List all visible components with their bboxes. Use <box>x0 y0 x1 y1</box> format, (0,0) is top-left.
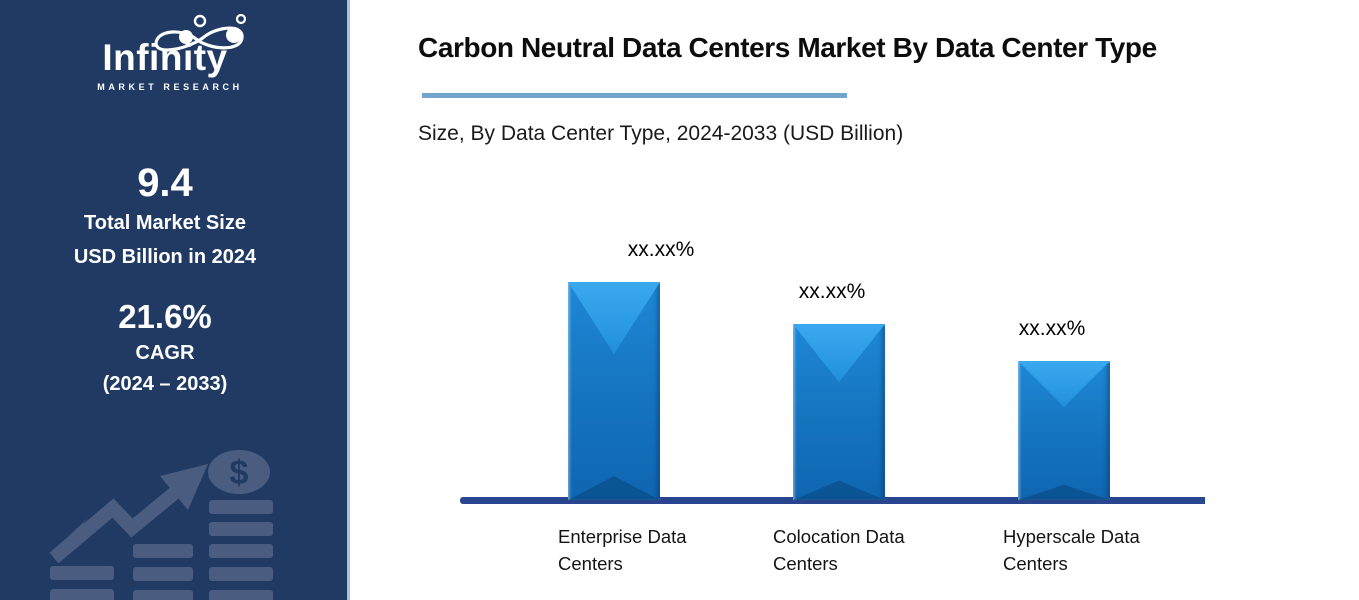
bar-hyperscale-data-centers <box>1018 361 1110 500</box>
cagr-label: CAGR <box>135 342 195 364</box>
category-label: Enterprise Data Centers <box>558 526 687 574</box>
logo: Infinity MARKET RESEARCH <box>0 12 330 92</box>
x-axis-baseline <box>460 497 1205 504</box>
chart-subtitle: Size, By Data Center Type, 2024-2033 (US… <box>418 122 904 145</box>
title-underline <box>422 93 847 98</box>
growth-graphic: $ <box>49 450 273 600</box>
dollar-coin-icon: $ <box>208 450 270 494</box>
category-label: Colocation Data Centers <box>773 526 905 574</box>
bar-enterprise-data-centers <box>568 282 660 500</box>
cagr-period: (2024 – 2033) <box>102 373 228 395</box>
sidebar: Infinity MARKET RESEARCH 9.4 Total Marke… <box>0 0 347 600</box>
market-size-label-line1: Total Market Size <box>84 212 246 234</box>
svg-text:$: $ <box>230 454 249 492</box>
coin-stack-bars-icon <box>50 500 273 600</box>
infinity-symbol-icon <box>154 14 247 52</box>
page-title: Carbon Neutral Data Centers Market By Da… <box>418 32 1157 63</box>
growth-arrow-icon <box>49 464 208 564</box>
data-label: xx.xx% <box>627 238 695 261</box>
chart-panel: Carbon Neutral Data Centers Market By Da… <box>347 0 1359 600</box>
cagr-value: 21.6% <box>118 298 212 335</box>
market-size-label-line2: USD Billion in 2024 <box>73 246 257 268</box>
sidebar-stats: 9.4 Total Market Size USD Billion in 202… <box>0 160 330 400</box>
bar-colocation-data-centers <box>793 324 885 500</box>
data-label: xx.xx% <box>1018 317 1086 340</box>
data-label: xx.xx% <box>798 280 866 303</box>
market-size-value: 9.4 <box>137 161 193 205</box>
category-label: Hyperscale Data Centers <box>1003 526 1140 574</box>
bar-chart: xx.xx% Enterprise Data Centers xx.xx% Coloca… <box>350 0 1359 600</box>
logo-tagline: MARKET RESEARCH <box>97 82 243 92</box>
